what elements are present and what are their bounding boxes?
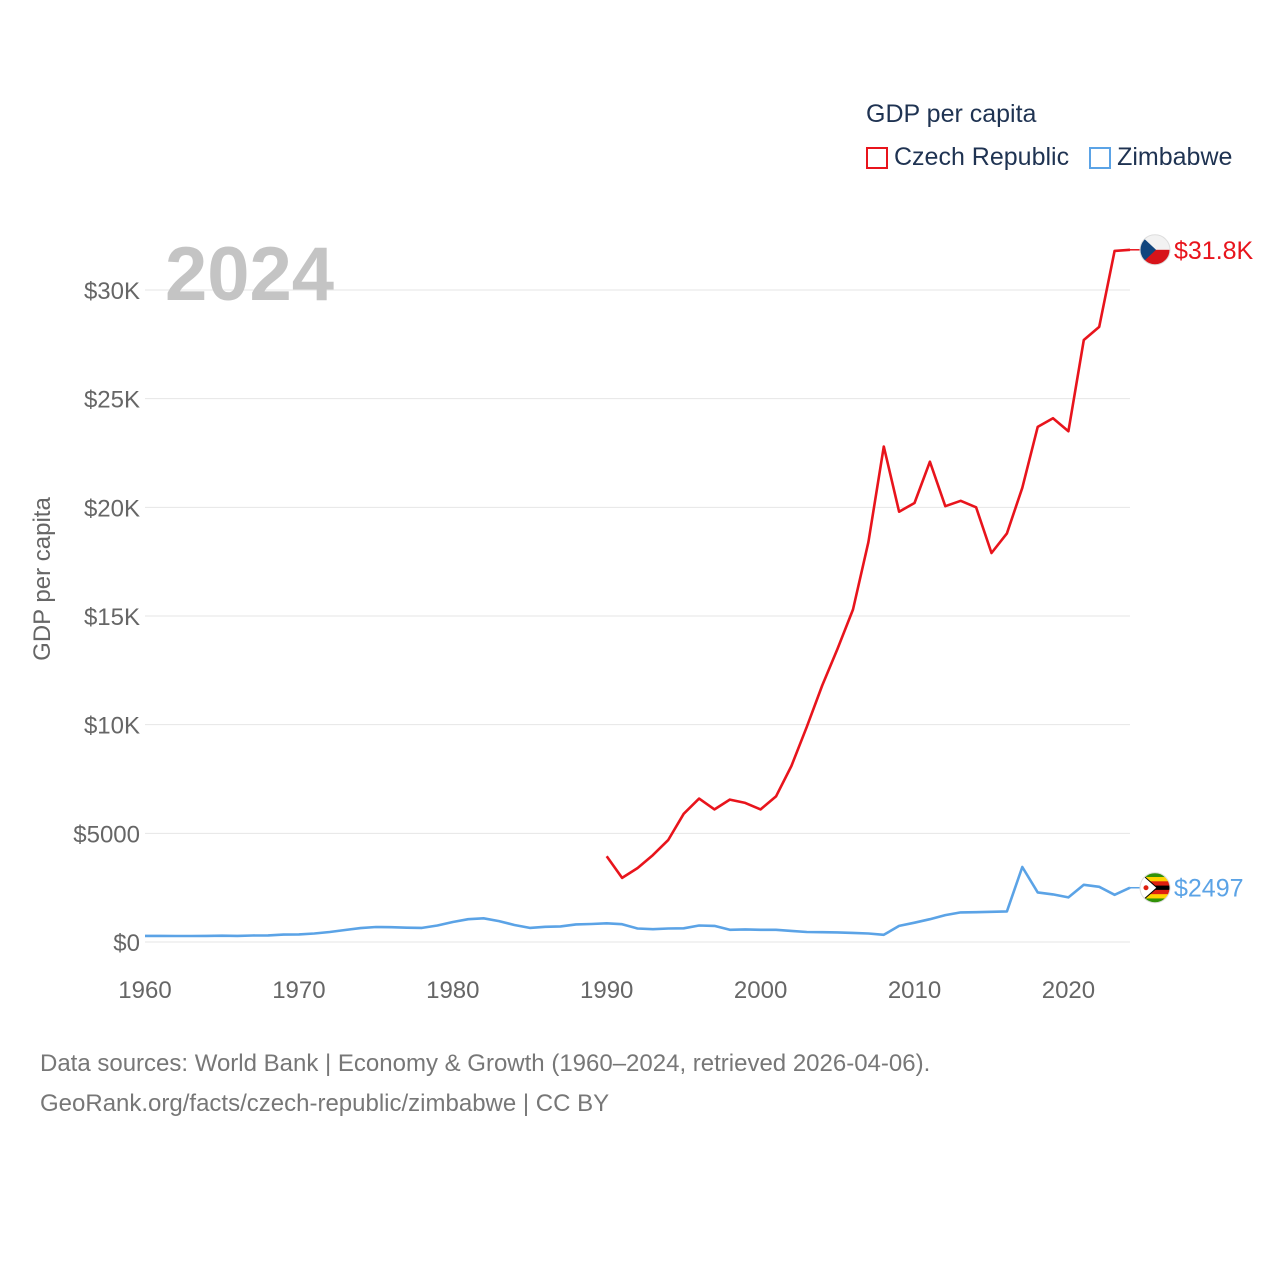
- x-tick-label: 1970: [272, 977, 325, 1004]
- legend-item-czech-republic[interactable]: Czech Republic: [866, 143, 1069, 172]
- legend: Czech Republic Zimbabwe: [866, 143, 1252, 172]
- footer: Data sources: World Bank | Economy & Gro…: [40, 1044, 930, 1124]
- x-tick-label: 1990: [580, 977, 633, 1004]
- series-line-zimbabwe: [145, 865, 1131, 938]
- x-tick-label: 2000: [734, 977, 787, 1004]
- y-tick-label: $20K: [84, 495, 140, 522]
- grid-lines: [145, 289, 1130, 943]
- legend-item-zimbabwe[interactable]: Zimbabwe: [1089, 143, 1232, 172]
- y-tick-label: $30K: [84, 278, 140, 305]
- legend-swatch-zimbabwe: [1089, 146, 1112, 169]
- x-tick-label: 1960: [118, 977, 171, 1004]
- x-tick-label: 1980: [426, 977, 479, 1004]
- y-axis-title: GDP per capita: [29, 497, 56, 661]
- legend-title: GDP per capita: [866, 100, 1037, 128]
- y-tick-label: $10K: [84, 713, 140, 740]
- y-tick-label: $0: [113, 930, 140, 957]
- x-tick-label: 2010: [888, 977, 941, 1004]
- zimbabwe-flag-icon: [1139, 872, 1171, 904]
- end-value-label-zimbabwe: $2497: [1174, 875, 1244, 903]
- end-value-label-czech-republic: $31.8K: [1174, 237, 1254, 265]
- legend-swatch-czech-republic: [866, 146, 888, 169]
- end-labels: $31.8K $2497: [1130, 234, 1254, 904]
- series-lines: [145, 248, 1131, 938]
- y-tick-label: $5000: [73, 821, 140, 848]
- legend-label-czech-republic: Czech Republic: [894, 143, 1070, 171]
- y-tick-label: $25K: [84, 387, 140, 414]
- czech-flag-icon: [1139, 234, 1171, 266]
- x-axis-ticks: 1960 1970 1980 1990 2000 2010 2020: [118, 977, 1095, 1004]
- y-tick-label: $15K: [84, 604, 140, 631]
- y-axis-ticks: $0 $5000 $10K $15K $20K $25K $30K: [73, 278, 140, 957]
- footer-sources: Data sources: World Bank | Economy & Gro…: [40, 1050, 931, 1077]
- year-label: 2024: [165, 232, 334, 317]
- legend-label-zimbabwe: Zimbabwe: [1117, 143, 1233, 171]
- series-line-czech-republic: [605, 248, 1131, 880]
- x-tick-label: 2020: [1042, 977, 1095, 1004]
- footer-link[interactable]: GeoRank.org/facts/czech-republic/zimbabw…: [40, 1090, 610, 1117]
